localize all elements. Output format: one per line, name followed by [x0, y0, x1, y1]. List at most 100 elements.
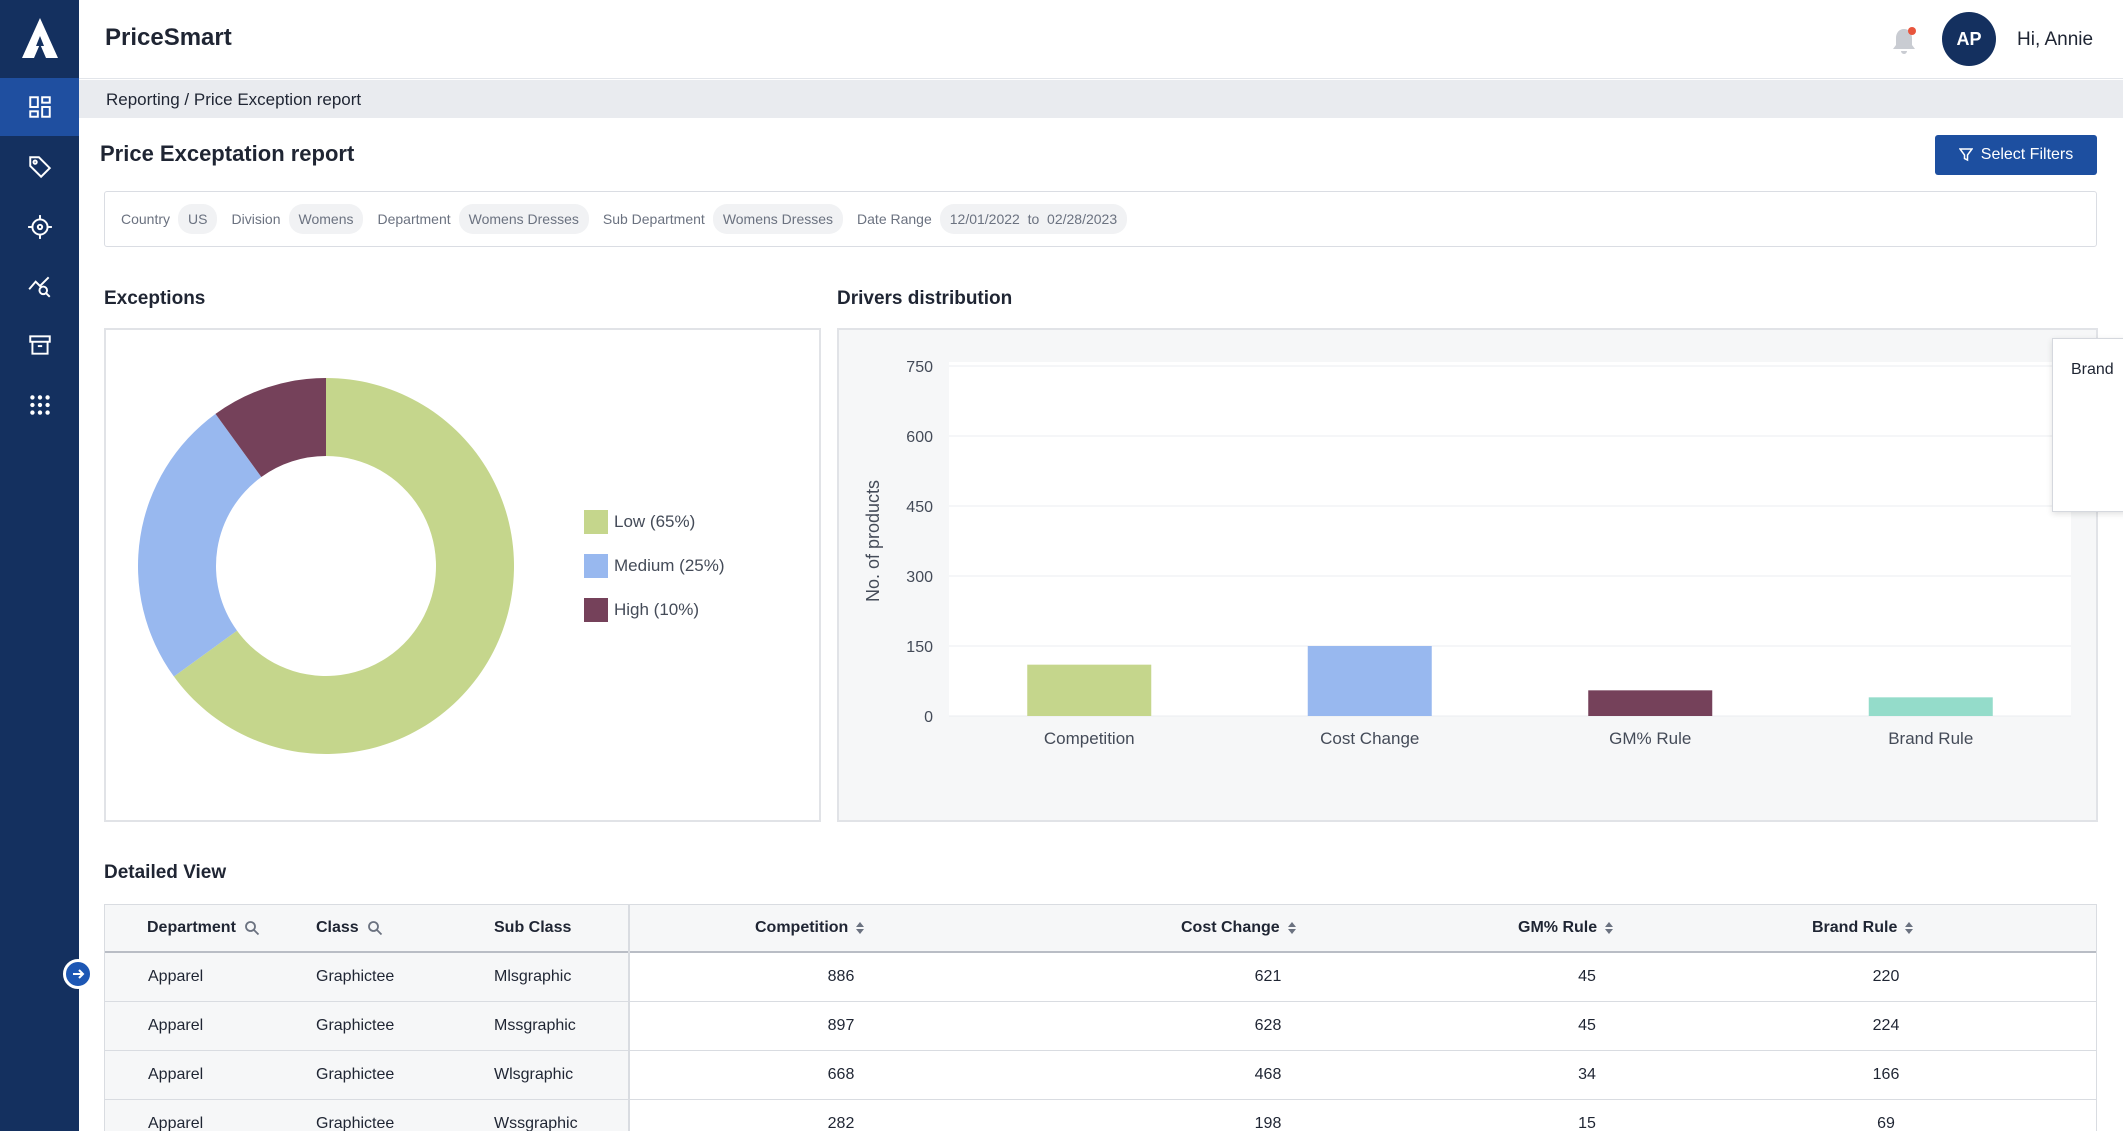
cell-sub-class: Wlsgraphic: [494, 1066, 574, 1083]
drivers-bar-chart: 0 150 300 450 600 750 No. of products Competiti…: [863, 359, 2071, 748]
x-tick-label: Brand Rule: [1888, 729, 1973, 748]
filter-chip-department: Womens Dresses: [458, 204, 589, 234]
exceptions-panel: [104, 328, 821, 822]
legend-item-medium: Medium (25%): [584, 544, 725, 588]
col-header-competition[interactable]: Competition: [755, 919, 865, 937]
filter-chip-date-range: 12/01/2022 to 02/28/2023: [939, 204, 1128, 234]
chart-tooltip: Brand: [2052, 338, 2123, 512]
legend-item-high: High (10%): [584, 588, 725, 632]
sidebar: [0, 0, 79, 1131]
filter-label-department: Department: [377, 211, 451, 227]
nav-pricing[interactable]: [0, 138, 79, 196]
cell-gm-rule: 34: [1578, 1066, 1596, 1083]
col-label-department: Department: [147, 919, 236, 936]
cell-cost-change: 621: [1254, 968, 1282, 985]
nav-dashboard[interactable]: [0, 78, 79, 136]
col-header-sub-class[interactable]: Sub Class: [494, 919, 571, 937]
sidebar-expand-button[interactable]: [63, 959, 93, 989]
filter-label-sub-department: Sub Department: [602, 211, 705, 227]
donut-slice-high[interactable]: [215, 378, 326, 478]
sort-icon[interactable]: [1605, 922, 1614, 934]
col-label-sub-class: Sub Class: [494, 919, 572, 936]
cell-department: Apparel: [148, 1115, 204, 1131]
nav-analytics[interactable]: [0, 257, 79, 315]
top-header: PriceSmart AP Hi, Annie: [79, 0, 2123, 79]
col-header-department[interactable]: Department: [147, 919, 260, 937]
y-tick-label: 750: [906, 359, 933, 376]
bar-brand-rule[interactable]: [1868, 697, 1993, 716]
legend-label-low: Low (65%): [614, 512, 696, 531]
cell-sub-class: Mssgraphic: [494, 1017, 576, 1034]
cell-cost-change: 468: [1254, 1066, 1282, 1083]
drivers-title: Drivers distribution: [837, 288, 1013, 309]
cell-competition: 282: [827, 1115, 855, 1131]
cell-brand-rule: 69: [1877, 1115, 1895, 1131]
legend-swatch-high: [584, 598, 608, 622]
search-icon[interactable]: [367, 920, 383, 936]
sort-icon[interactable]: [1905, 922, 1914, 934]
col-header-class[interactable]: Class: [316, 919, 383, 937]
detailed-view-title: Detailed View: [104, 862, 227, 883]
table-row[interactable]: Apparel Graphictee Mlsgraphic 886 621 45…: [105, 953, 2096, 1002]
table-header: Department Class Sub Class Competition C…: [105, 905, 2096, 953]
cell-brand-rule: 220: [1872, 968, 1900, 985]
cell-class: Graphictee: [316, 1066, 395, 1083]
cell-gm-rule: 45: [1578, 968, 1596, 985]
cell-competition: 668: [827, 1066, 855, 1083]
filter-chip-sub-department: Womens Dresses: [712, 204, 844, 234]
filter-chip-division: Womens: [288, 204, 364, 234]
bar-gm-rule[interactable]: [1588, 690, 1713, 716]
table-row[interactable]: Apparel Graphictee Wlsgraphic 668 468 34…: [105, 1051, 2096, 1100]
bell-icon[interactable]: [1889, 25, 1919, 57]
avatar[interactable]: AP: [1942, 12, 1996, 66]
filter-label-division: Division: [231, 211, 281, 227]
donut-slice-low[interactable]: [173, 378, 514, 754]
legend-item-low: Low (65%): [584, 500, 725, 544]
cell-department: Apparel: [148, 1066, 204, 1083]
select-filters-label: Select Filters: [1980, 146, 2074, 163]
cell-competition: 886: [827, 968, 855, 985]
sort-icon[interactable]: [856, 922, 865, 934]
col-header-cost-change[interactable]: Cost Change: [1181, 919, 1296, 937]
select-filters-button[interactable]: Select Filters: [1935, 135, 2097, 175]
analytics-icon: [27, 276, 50, 298]
filter-label-date-range: Date Range: [857, 211, 932, 227]
cell-gm-rule: 15: [1578, 1115, 1596, 1131]
nav-targeting[interactable]: [0, 198, 79, 256]
sort-icon[interactable]: [1287, 922, 1296, 934]
y-tick-label: 300: [906, 569, 933, 586]
legend-swatch-medium: [584, 554, 608, 578]
nav-apps[interactable]: [0, 376, 79, 434]
app-title: PriceSmart: [105, 24, 232, 51]
cell-class: Graphictee: [316, 968, 395, 985]
bar-competition[interactable]: [1027, 664, 1152, 716]
col-label-competition: Competition: [755, 919, 849, 936]
tag-icon: [28, 156, 51, 179]
detailed-table: Department Class Sub Class Competition C…: [104, 904, 2097, 1131]
table-row[interactable]: Apparel Graphictee Wssgraphic 282 198 15…: [105, 1100, 2096, 1131]
col-label-cost-change: Cost Change: [1181, 919, 1280, 936]
search-icon[interactable]: [244, 920, 260, 936]
cell-competition: 897: [827, 1017, 855, 1034]
plot-area: [949, 362, 2071, 716]
cell-gm-rule: 45: [1578, 1017, 1596, 1034]
filter-label-country: Country: [121, 211, 171, 227]
x-tick-label: Competition: [1044, 729, 1135, 748]
cell-sub-class: Wssgraphic: [494, 1115, 578, 1131]
filter-icon: [1958, 148, 1973, 162]
nav-archive[interactable]: [0, 316, 79, 374]
arrow-right-icon: [73, 969, 85, 979]
col-header-brand-rule[interactable]: Brand Rule: [1812, 919, 1914, 937]
exceptions-donut-chart: [138, 378, 514, 754]
breadcrumb: Reporting / Price Exception report: [106, 90, 362, 109]
bar-cost-change[interactable]: [1307, 646, 1432, 716]
archive-icon: [28, 335, 51, 355]
cell-sub-class: Mlsgraphic: [494, 968, 572, 985]
logo-icon[interactable]: [20, 16, 60, 60]
col-header-gm-rule[interactable]: GM% Rule: [1518, 919, 1614, 937]
donut-slice-medium[interactable]: [138, 413, 262, 677]
y-tick-label: 450: [906, 499, 933, 516]
target-icon: [27, 215, 52, 239]
cell-cost-change: 198: [1254, 1115, 1282, 1131]
table-row[interactable]: Apparel Graphictee Mssgraphic 897 628 45…: [105, 1002, 2096, 1051]
